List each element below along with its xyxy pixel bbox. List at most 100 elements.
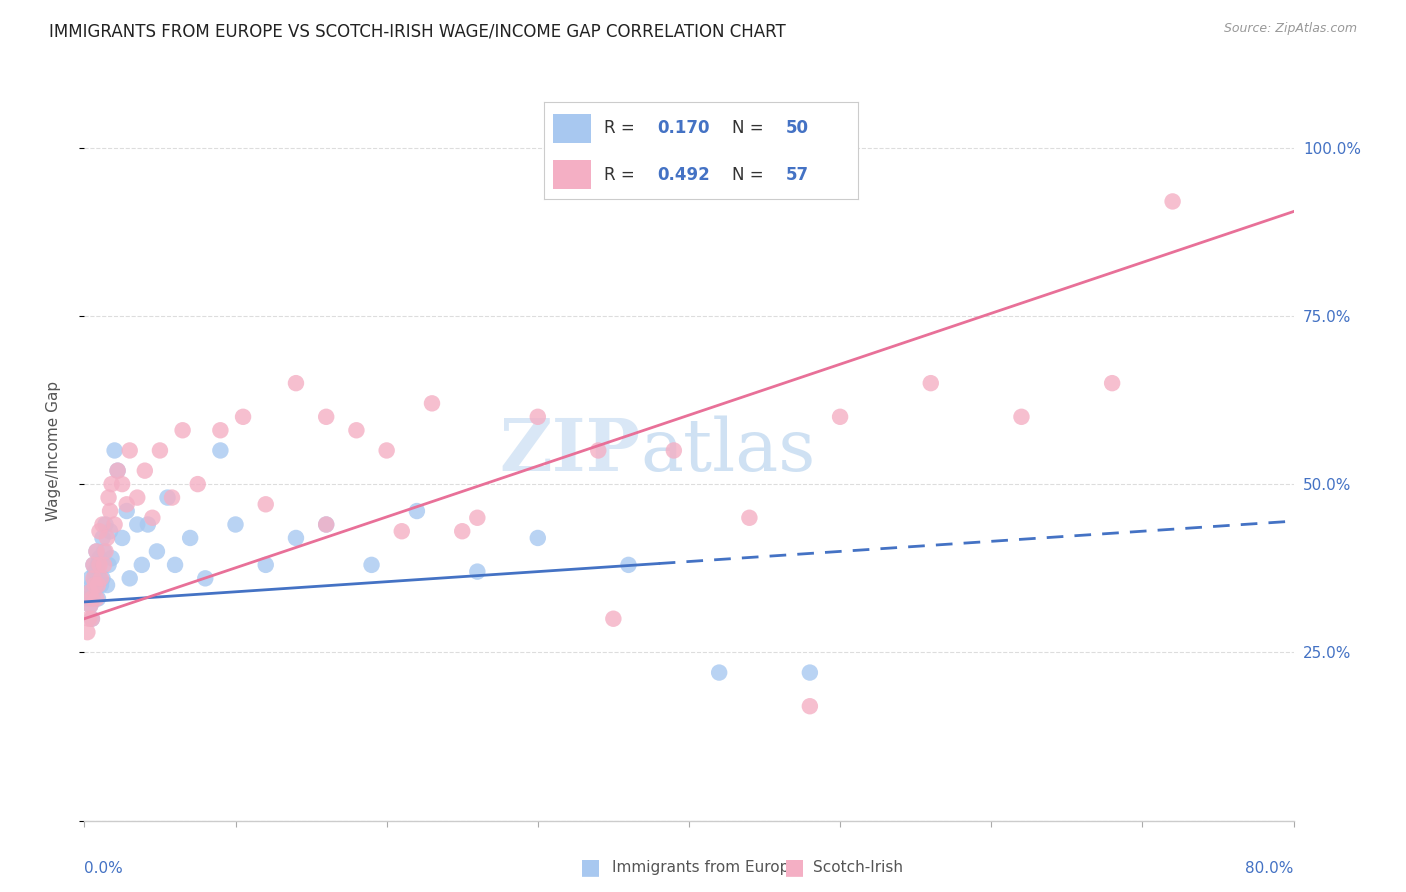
Point bbox=[315, 517, 337, 532]
Point bbox=[91, 531, 114, 545]
Point bbox=[420, 396, 443, 410]
Point bbox=[738, 510, 761, 524]
Text: IMMIGRANTS FROM EUROPE VS SCOTCH-IRISH WAGE/INCOME GAP CORRELATION CHART: IMMIGRANTS FROM EUROPE VS SCOTCH-IRISH W… bbox=[49, 22, 786, 40]
Point bbox=[82, 571, 104, 585]
Point bbox=[115, 497, 138, 511]
Point bbox=[451, 524, 474, 539]
Point bbox=[90, 571, 112, 585]
Text: ■: ■ bbox=[581, 857, 600, 877]
Point bbox=[86, 578, 108, 592]
Point bbox=[98, 524, 121, 539]
Point bbox=[76, 591, 98, 606]
Point bbox=[93, 544, 115, 558]
Point bbox=[87, 578, 110, 592]
Point bbox=[100, 551, 122, 566]
Point bbox=[86, 544, 108, 558]
Point bbox=[467, 510, 489, 524]
Point bbox=[131, 558, 153, 572]
Point bbox=[467, 565, 489, 579]
Point bbox=[80, 591, 103, 606]
Point bbox=[391, 524, 413, 539]
Point bbox=[160, 491, 183, 505]
Point bbox=[179, 531, 201, 545]
Point bbox=[617, 558, 640, 572]
Y-axis label: Wage/Income Gap: Wage/Income Gap bbox=[46, 380, 60, 521]
Point bbox=[79, 584, 101, 599]
Point bbox=[194, 571, 217, 585]
Point bbox=[1101, 376, 1123, 391]
Point bbox=[141, 510, 163, 524]
Point bbox=[209, 443, 232, 458]
Point bbox=[79, 571, 101, 585]
Point bbox=[799, 699, 821, 714]
Point bbox=[96, 531, 118, 545]
Point bbox=[285, 376, 308, 391]
Point bbox=[134, 464, 156, 478]
Point bbox=[84, 578, 107, 592]
Text: Immigrants from Europe: Immigrants from Europe bbox=[612, 860, 799, 874]
Point bbox=[84, 571, 107, 585]
Point bbox=[118, 443, 141, 458]
Point bbox=[406, 504, 429, 518]
Point bbox=[89, 551, 111, 566]
Point bbox=[97, 558, 120, 572]
Point bbox=[172, 423, 194, 437]
Point bbox=[1011, 409, 1033, 424]
Point bbox=[89, 571, 111, 585]
Point bbox=[209, 423, 232, 437]
Point bbox=[107, 464, 129, 478]
Point bbox=[165, 558, 187, 572]
Point bbox=[77, 584, 100, 599]
Point bbox=[79, 599, 101, 613]
Point bbox=[89, 558, 111, 572]
Point bbox=[80, 578, 103, 592]
Point bbox=[588, 443, 610, 458]
Point bbox=[82, 584, 104, 599]
Point bbox=[94, 544, 117, 558]
Point bbox=[375, 443, 398, 458]
Point bbox=[920, 376, 942, 391]
Point bbox=[98, 504, 121, 518]
Point bbox=[86, 544, 108, 558]
Point bbox=[830, 409, 852, 424]
Point bbox=[89, 524, 111, 539]
Point bbox=[136, 517, 159, 532]
Text: 80.0%: 80.0% bbox=[1246, 862, 1294, 876]
Point bbox=[107, 464, 129, 478]
Point bbox=[709, 665, 731, 680]
Point bbox=[104, 443, 127, 458]
Point bbox=[360, 558, 382, 572]
Point bbox=[156, 491, 179, 505]
Point bbox=[315, 409, 337, 424]
Text: Source: ZipAtlas.com: Source: ZipAtlas.com bbox=[1223, 22, 1357, 36]
Text: atlas: atlas bbox=[641, 415, 815, 486]
Point bbox=[90, 578, 112, 592]
Point bbox=[115, 504, 138, 518]
Point bbox=[80, 612, 103, 626]
Point bbox=[80, 612, 103, 626]
Point bbox=[232, 409, 254, 424]
Point bbox=[86, 591, 108, 606]
Point bbox=[82, 558, 104, 572]
Point bbox=[82, 558, 104, 572]
Text: Scotch-Irish: Scotch-Irish bbox=[813, 860, 903, 874]
Point bbox=[254, 497, 277, 511]
Text: ZIP: ZIP bbox=[499, 415, 641, 486]
Point bbox=[146, 544, 169, 558]
Point bbox=[93, 558, 115, 572]
Point bbox=[346, 423, 368, 437]
Point bbox=[225, 517, 247, 532]
Point bbox=[100, 477, 122, 491]
Point bbox=[97, 491, 120, 505]
Point bbox=[315, 517, 337, 532]
Point bbox=[79, 599, 101, 613]
Point bbox=[149, 443, 172, 458]
Point bbox=[91, 571, 114, 585]
Point bbox=[118, 571, 141, 585]
Point bbox=[799, 665, 821, 680]
Text: ■: ■ bbox=[785, 857, 804, 877]
Point bbox=[602, 612, 624, 626]
Point bbox=[96, 578, 118, 592]
Text: 0.0%: 0.0% bbox=[84, 862, 124, 876]
Point bbox=[527, 409, 550, 424]
